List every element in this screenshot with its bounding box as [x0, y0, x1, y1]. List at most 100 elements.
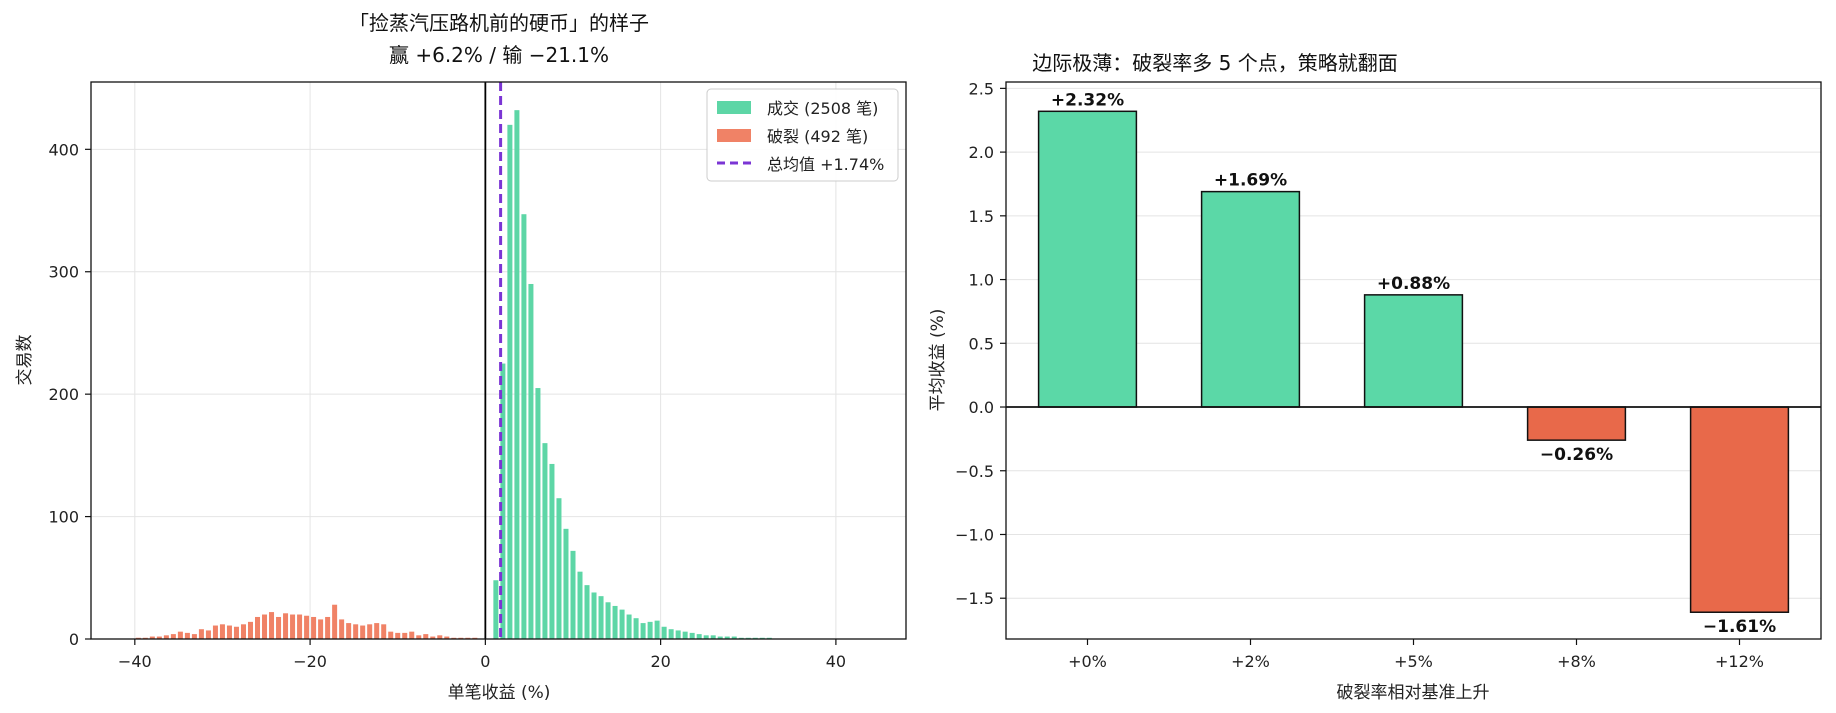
histogram-bar-deal — [710, 635, 716, 639]
histogram-bar-break — [198, 629, 204, 639]
histogram-bar-deal — [556, 498, 562, 639]
histogram-bar-deal — [689, 632, 695, 639]
histogram-bar-deal — [605, 602, 611, 639]
histogram-bar-break — [367, 624, 373, 639]
histogram-chart: 「捡蒸汽压路机前的硬币」的样子 赢 +6.2% / 输 −21.1% −40 −2… — [15, 11, 907, 703]
histogram-bar-break — [226, 625, 232, 639]
scenario-bar-chart: 边际极薄：破裂率多 5 个点，策略就翻面 +2.32% +1.69% +0.88% −… — [928, 51, 1822, 703]
histogram-bar-break — [269, 612, 275, 639]
histogram-bar-break — [205, 630, 211, 639]
histogram-bar-break — [374, 623, 380, 639]
histogram-bar-deal — [668, 629, 674, 639]
histogram-bar-deal — [633, 618, 639, 639]
histogram-bar-break — [416, 635, 422, 639]
histogram-xtick-label: −40 — [118, 652, 152, 671]
histogram-bar-break — [311, 616, 317, 639]
histogram-plot-frame — [90, 81, 907, 640]
histogram-bar-break — [177, 631, 183, 639]
histogram-bar-deal — [717, 636, 723, 639]
histogram-bar-break — [381, 624, 387, 639]
legend-swatch-deal — [717, 101, 751, 114]
histogram-bar-deal — [661, 626, 667, 639]
histogram-bar-break — [402, 632, 408, 639]
scenario-bar-value-label: +2.32% — [1051, 90, 1124, 110]
legend-label-deal: 成交 (2508 笔) — [767, 99, 878, 118]
scenario-ytick-label: 1.5 — [969, 207, 994, 226]
histogram-bar-deal — [682, 631, 688, 639]
histogram-bar-deal — [654, 620, 660, 639]
histogram-bar-break — [156, 636, 162, 639]
scenario-ytick-label: 2.0 — [969, 143, 994, 162]
scenario-bar — [1037, 110, 1138, 408]
histogram-bar-break — [212, 625, 218, 639]
histogram-bar-break — [297, 614, 303, 639]
histogram-bar-deal — [542, 443, 548, 639]
scenario-bar-value-label: −1.61% — [1703, 617, 1776, 637]
scenario-ytick-label: −0.5 — [955, 462, 994, 481]
histogram-ytick-label: 300 — [48, 263, 79, 282]
histogram-bar-break — [409, 631, 415, 639]
histogram-bar-deal — [577, 571, 583, 639]
histogram-title: 「捡蒸汽压路机前的硬币」的样子 — [349, 11, 649, 35]
histogram-bars — [135, 110, 772, 640]
histogram-bar-deal — [731, 636, 737, 639]
histogram-bar-deal — [647, 621, 653, 639]
scenario-bar-value-label: −0.26% — [1540, 445, 1613, 465]
histogram-bar-break — [163, 635, 169, 639]
histogram-bar-deal — [724, 636, 730, 639]
legend-swatch-break — [717, 129, 751, 142]
histogram-reference-lines — [484, 82, 503, 639]
scenario-xtick-label: +0% — [1068, 652, 1107, 671]
histogram-xtick-label: 20 — [650, 652, 670, 671]
histogram-bar-deal — [626, 614, 632, 639]
legend-frame — [706, 88, 899, 182]
histogram-bar-deal — [640, 623, 646, 639]
scenario-ytick-label: −1.5 — [955, 589, 994, 608]
histogram-bar-break — [444, 636, 450, 639]
histogram-bar-deal — [598, 596, 604, 639]
scenario-title: 边际极薄：破裂率多 5 个点，策略就翻面 — [1032, 51, 1397, 75]
scenario-xtick-label: +2% — [1231, 652, 1270, 671]
scenario-bar-value-label: +1.69% — [1214, 171, 1287, 191]
histogram-bar-deal — [535, 388, 541, 639]
scenario-bar — [1363, 294, 1464, 408]
histogram-ytick-label: 400 — [48, 140, 79, 159]
histogram-bar-deal — [703, 635, 709, 639]
histogram-bar-break — [423, 634, 429, 639]
histogram-bar-break — [184, 632, 190, 639]
histogram-legend: 成交 (2508 笔) 破裂 (492 笔) 总均值 +1.74% — [706, 88, 899, 182]
histogram-bar-break — [339, 619, 345, 639]
histogram-xtick-label: −20 — [293, 652, 327, 671]
histogram-bar-break — [170, 634, 176, 639]
histogram-bar-deal — [521, 214, 527, 639]
histogram-ytick-label: 200 — [48, 385, 79, 404]
histogram-bar-break — [346, 623, 352, 639]
histogram-bar-deal — [507, 124, 513, 640]
histogram-xtick-label: 40 — [826, 652, 846, 671]
scenario-xtick-label: +8% — [1557, 652, 1596, 671]
scenario-ytick-label: −1.0 — [955, 525, 994, 544]
scenario-bar — [1689, 406, 1790, 613]
histogram-bar-break — [325, 616, 331, 639]
histogram-bar-break — [353, 624, 359, 639]
scenario-xlabel: 破裂率相对基准上升 — [1337, 683, 1490, 703]
histogram-bar-break — [283, 613, 289, 639]
scenario-bar — [1526, 406, 1627, 441]
scenario-ylabel: 平均收益 (%) — [928, 309, 948, 412]
histogram-bar-deal — [570, 550, 576, 639]
histogram-bar-deal — [584, 585, 590, 639]
legend-label-mean: 总均值 +1.74% — [767, 155, 884, 174]
scenario-ytick-label: 0.5 — [969, 334, 994, 353]
histogram-bar-break — [437, 635, 443, 639]
histogram-bar-break — [233, 626, 239, 639]
histogram-bar-deal — [528, 283, 534, 639]
histogram-bar-break — [255, 616, 261, 639]
histogram-bar-deal — [563, 528, 569, 639]
histogram-bar-break — [388, 631, 394, 639]
histogram-bar-break — [149, 636, 155, 639]
scenario-bar-value-label: +0.88% — [1377, 274, 1450, 294]
histogram-bar-deal — [619, 609, 625, 639]
histogram-bar-break — [360, 625, 366, 639]
